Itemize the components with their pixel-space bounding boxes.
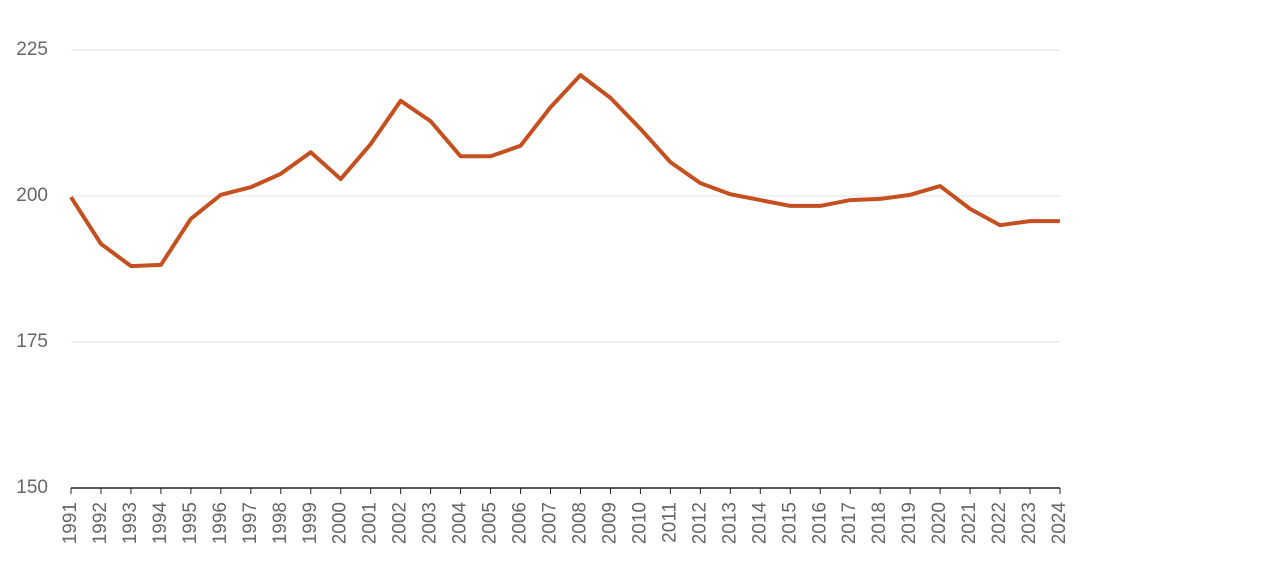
x-tick-label: 2023: [1019, 502, 1040, 544]
x-tick-label: 1994: [150, 502, 171, 545]
x-tick-label: 1993: [120, 502, 141, 544]
y-tick-label: 175: [16, 331, 48, 352]
x-tick-label: 1991: [60, 502, 81, 544]
x-tick-label: 2017: [839, 502, 860, 544]
x-tick-label: 2001: [360, 502, 381, 544]
x-tick-label: 1997: [240, 502, 261, 544]
x-tick-label: 1996: [210, 502, 231, 544]
x-tick-label: 1995: [180, 502, 201, 544]
x-tick-label: 2018: [869, 502, 890, 544]
x-tick-label: 2014: [749, 502, 770, 545]
x-tick-label: 2022: [989, 502, 1010, 544]
x-tick-label: 2002: [390, 502, 411, 544]
x-tick-label: 1998: [270, 502, 291, 544]
line: [69, 73, 1060, 269]
y-tick-label: 225: [16, 39, 48, 60]
x-tick-label: 2015: [779, 502, 800, 544]
y-tick-label: 200: [16, 185, 48, 206]
x-tick-label: 2016: [809, 502, 830, 544]
x-tick-label: 1999: [300, 502, 321, 544]
x-tick-label: 2004: [450, 502, 471, 545]
x-tick-label: 2010: [629, 502, 650, 544]
x-tick-label: 2003: [420, 502, 441, 544]
x-tick-label: 2024: [1049, 502, 1070, 545]
x-tick-label: 2008: [570, 502, 591, 544]
x-tick-label: 2012: [689, 502, 710, 544]
x-tick-label: 2007: [540, 502, 561, 544]
x-tick-label: 2020: [929, 502, 950, 544]
x-tick-label: 2011: [659, 502, 680, 543]
x-tick-label: 1992: [90, 502, 111, 544]
y-tick-label: 150: [16, 477, 48, 498]
x-tick-label: 2000: [330, 502, 351, 544]
x-tick-label: 2006: [510, 502, 531, 544]
x-tick-label: 2005: [480, 502, 501, 544]
x-tick-label: 2019: [899, 502, 920, 544]
x-tick-label: 2013: [719, 502, 740, 544]
x-tick-label: 2009: [599, 502, 620, 544]
x-tick-label: 2021: [959, 502, 980, 544]
